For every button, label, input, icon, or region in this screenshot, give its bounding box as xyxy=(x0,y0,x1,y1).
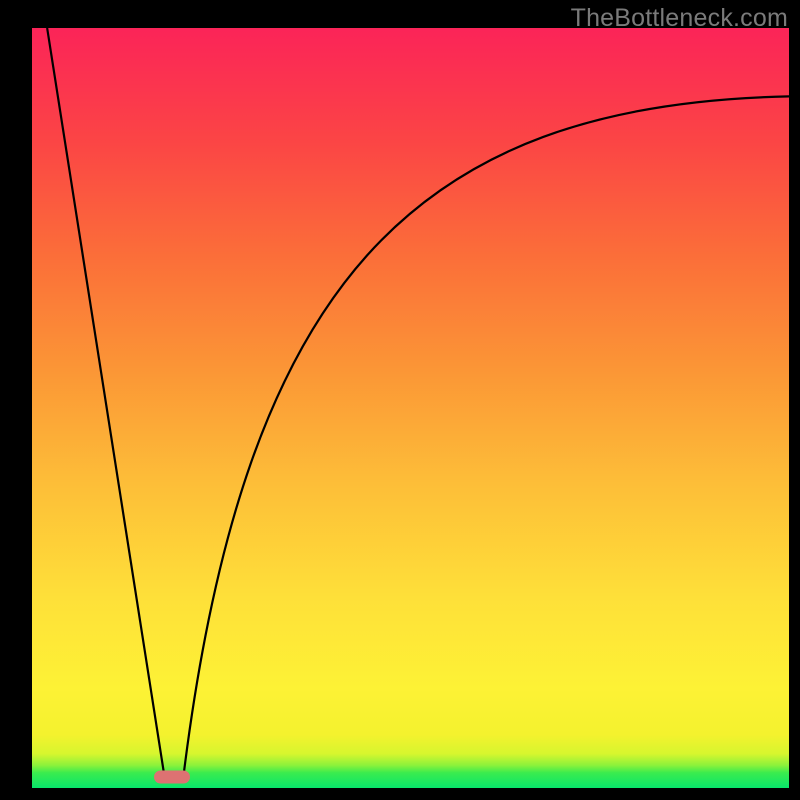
left-curve xyxy=(47,28,164,777)
watermark: TheBottleneck.com xyxy=(571,4,788,33)
right-curve xyxy=(183,96,789,776)
curve-layer xyxy=(32,28,789,788)
dip-marker xyxy=(154,770,190,783)
plot-area xyxy=(32,28,789,788)
chart-container: TheBottleneck.com xyxy=(0,0,800,800)
